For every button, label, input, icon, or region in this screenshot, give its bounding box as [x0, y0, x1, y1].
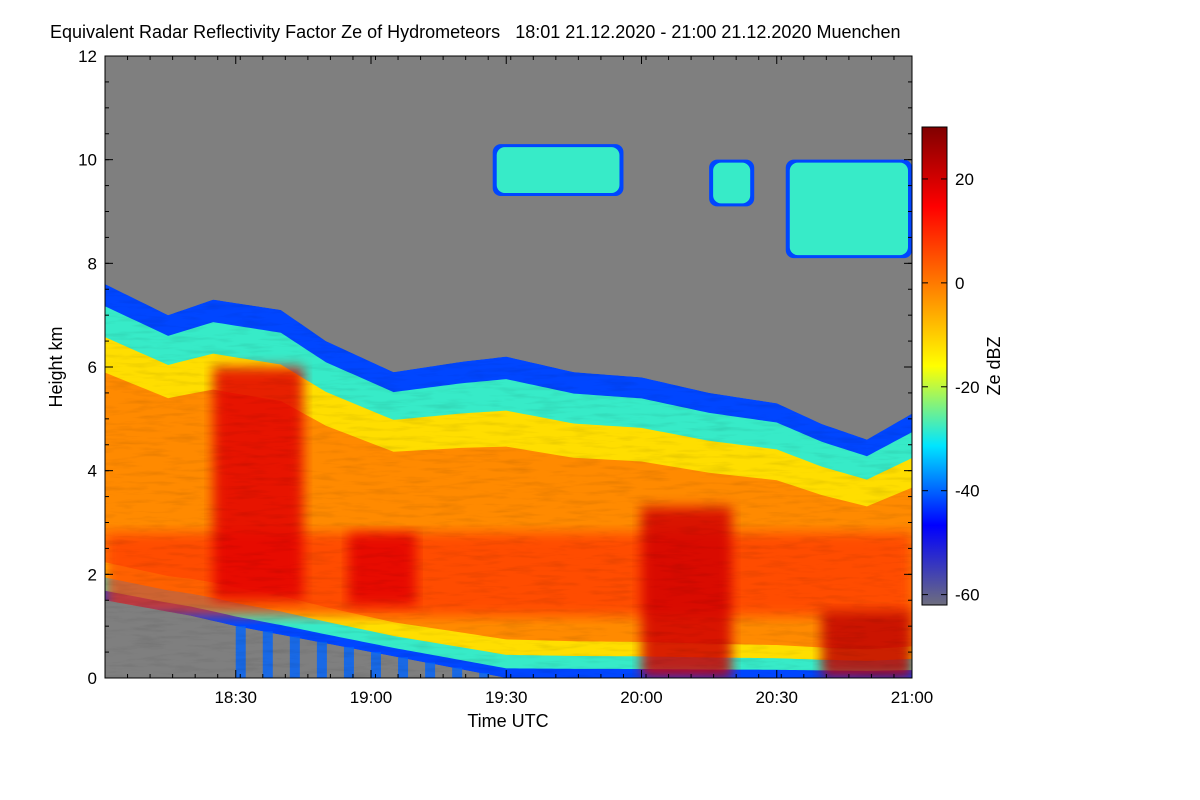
y-tick-label: 8 [88, 254, 97, 273]
colorbar-tick-label: -60 [955, 586, 980, 605]
x-tick-label: 21:00 [891, 688, 934, 707]
colorbar: 20 0 -20 -40 -60 Ze dBZ [921, 126, 1004, 606]
y-tick-label: 10 [78, 151, 97, 170]
colorbar-tick-label: -40 [955, 482, 980, 501]
y-tick-label: 4 [88, 462, 97, 481]
cirrus-layer [713, 162, 751, 204]
y-tick-label: 6 [88, 358, 97, 377]
chart-title: Equivalent Radar Reflectivity Factor Ze … [50, 22, 901, 43]
x-axis-label: Time UTC [467, 711, 548, 731]
cirrus-layer [496, 147, 620, 193]
reflectivity-field [105, 56, 912, 678]
colorbar-tick-label: 0 [955, 274, 964, 293]
y-tick-label: 0 [88, 669, 97, 688]
colorbar-label: Ze dBZ [984, 336, 1004, 395]
x-tick-label: 19:30 [485, 688, 528, 707]
colorbar-gradient [921, 126, 948, 606]
x-tick-label: 20:00 [620, 688, 663, 707]
y-tick-label: 12 [78, 47, 97, 66]
x-tick-label: 20:30 [755, 688, 798, 707]
title-location: Muenchen [816, 22, 901, 42]
colorbar-tick-label: -20 [955, 378, 980, 397]
colorbar-tick-label: 20 [955, 170, 974, 189]
cirrus-layer [789, 162, 908, 256]
x-axis: 18:30 19:00 19:30 20:00 20:30 21:00 [104, 56, 934, 707]
x-tick-label: 18:30 [214, 688, 257, 707]
x-tick-label: 19:00 [350, 688, 393, 707]
above-echo-top [105, 56, 912, 440]
title-main: Equivalent Radar Reflectivity Factor Ze … [50, 22, 501, 42]
y-axis-label: Height km [46, 326, 66, 407]
title-time-range: 18:01 21.12.2020 - 21:00 21.12.2020 [515, 22, 812, 42]
y-tick-label: 2 [88, 565, 97, 584]
y-axis: 0 2 4 6 8 10 12 [78, 47, 912, 688]
